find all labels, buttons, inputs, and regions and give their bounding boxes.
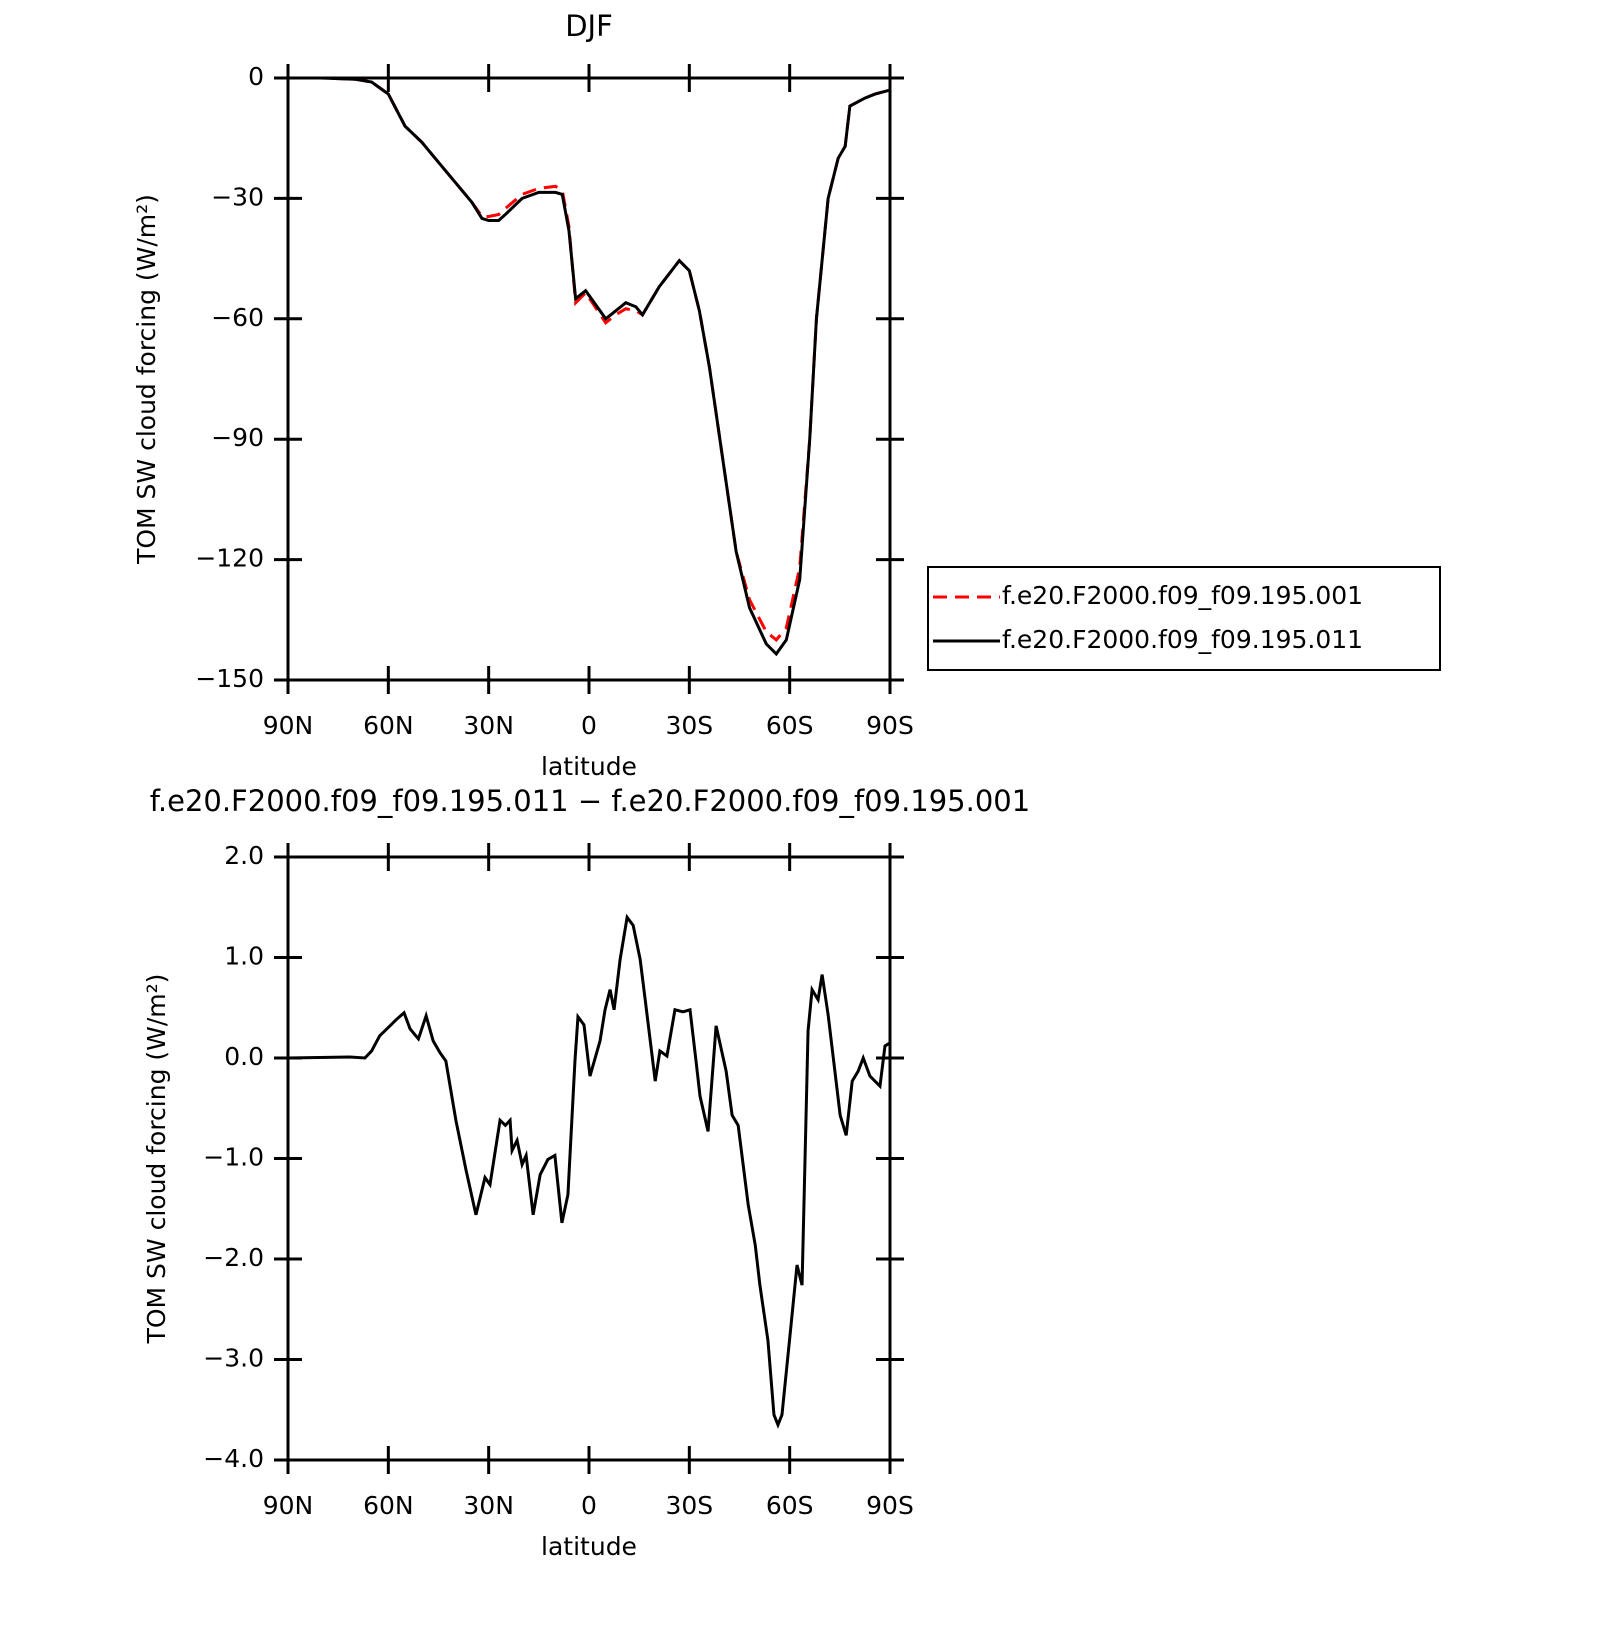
- plot-frame: [286, 76, 892, 682]
- chart-title: f.e20.F2000.f09_f09.195.011 − f.e20.F200…: [150, 784, 1030, 818]
- legend-label: f.e20.F2000.f09_f09.195.011: [1002, 625, 1363, 654]
- y-tick-label: −4.0: [203, 1444, 264, 1473]
- y-tick-label: −60: [211, 303, 264, 332]
- x-tick-label: 30N: [463, 711, 514, 740]
- data-line: [288, 76, 891, 642]
- chart-title: DJF: [565, 9, 613, 43]
- x-axis-label: latitude: [541, 1532, 637, 1561]
- data-line: [288, 76, 891, 657]
- y-tick-label: −90: [211, 423, 264, 452]
- x-tick-label: 0: [581, 1491, 597, 1520]
- legend-box: [927, 566, 1441, 671]
- x-tick-label: 60S: [766, 711, 814, 740]
- y-tick-label: −150: [195, 664, 264, 693]
- y-tick-label: 2.0: [224, 841, 264, 870]
- plot-frame: [286, 855, 892, 1462]
- x-tick-label: 90N: [263, 711, 314, 740]
- x-tick-label: 30S: [665, 711, 713, 740]
- x-tick-label: 0: [581, 711, 597, 740]
- y-tick-label: −30: [211, 182, 264, 211]
- y-tick-label: 1.0: [224, 942, 264, 971]
- x-tick-label: 60N: [363, 1491, 414, 1520]
- y-tick-label: −3.0: [203, 1344, 264, 1373]
- x-tick-label: 60S: [766, 1491, 814, 1520]
- x-tick-label: 90S: [866, 711, 914, 740]
- y-tick-label: −2.0: [203, 1243, 264, 1272]
- x-tick-label: 90N: [263, 1491, 314, 1520]
- data-line: [287, 913, 891, 1429]
- x-tick-label: 60N: [363, 711, 414, 740]
- x-tick-label: 30S: [665, 1491, 713, 1520]
- x-axis-label: latitude: [541, 752, 637, 781]
- x-tick-label: 30N: [463, 1491, 514, 1520]
- x-tick-label: 90S: [866, 1491, 914, 1520]
- y-tick-label: −120: [195, 544, 264, 573]
- legend-label: f.e20.F2000.f09_f09.195.001: [1002, 581, 1363, 610]
- y-axis-label: TOM SW cloud forcing (W/m²): [132, 194, 161, 565]
- y-tick-label: −1.0: [203, 1143, 264, 1172]
- y-tick-label: 0: [248, 62, 264, 91]
- y-tick-label: 0.0: [224, 1042, 264, 1071]
- y-axis-label: TOM SW cloud forcing (W/m²): [142, 974, 171, 1345]
